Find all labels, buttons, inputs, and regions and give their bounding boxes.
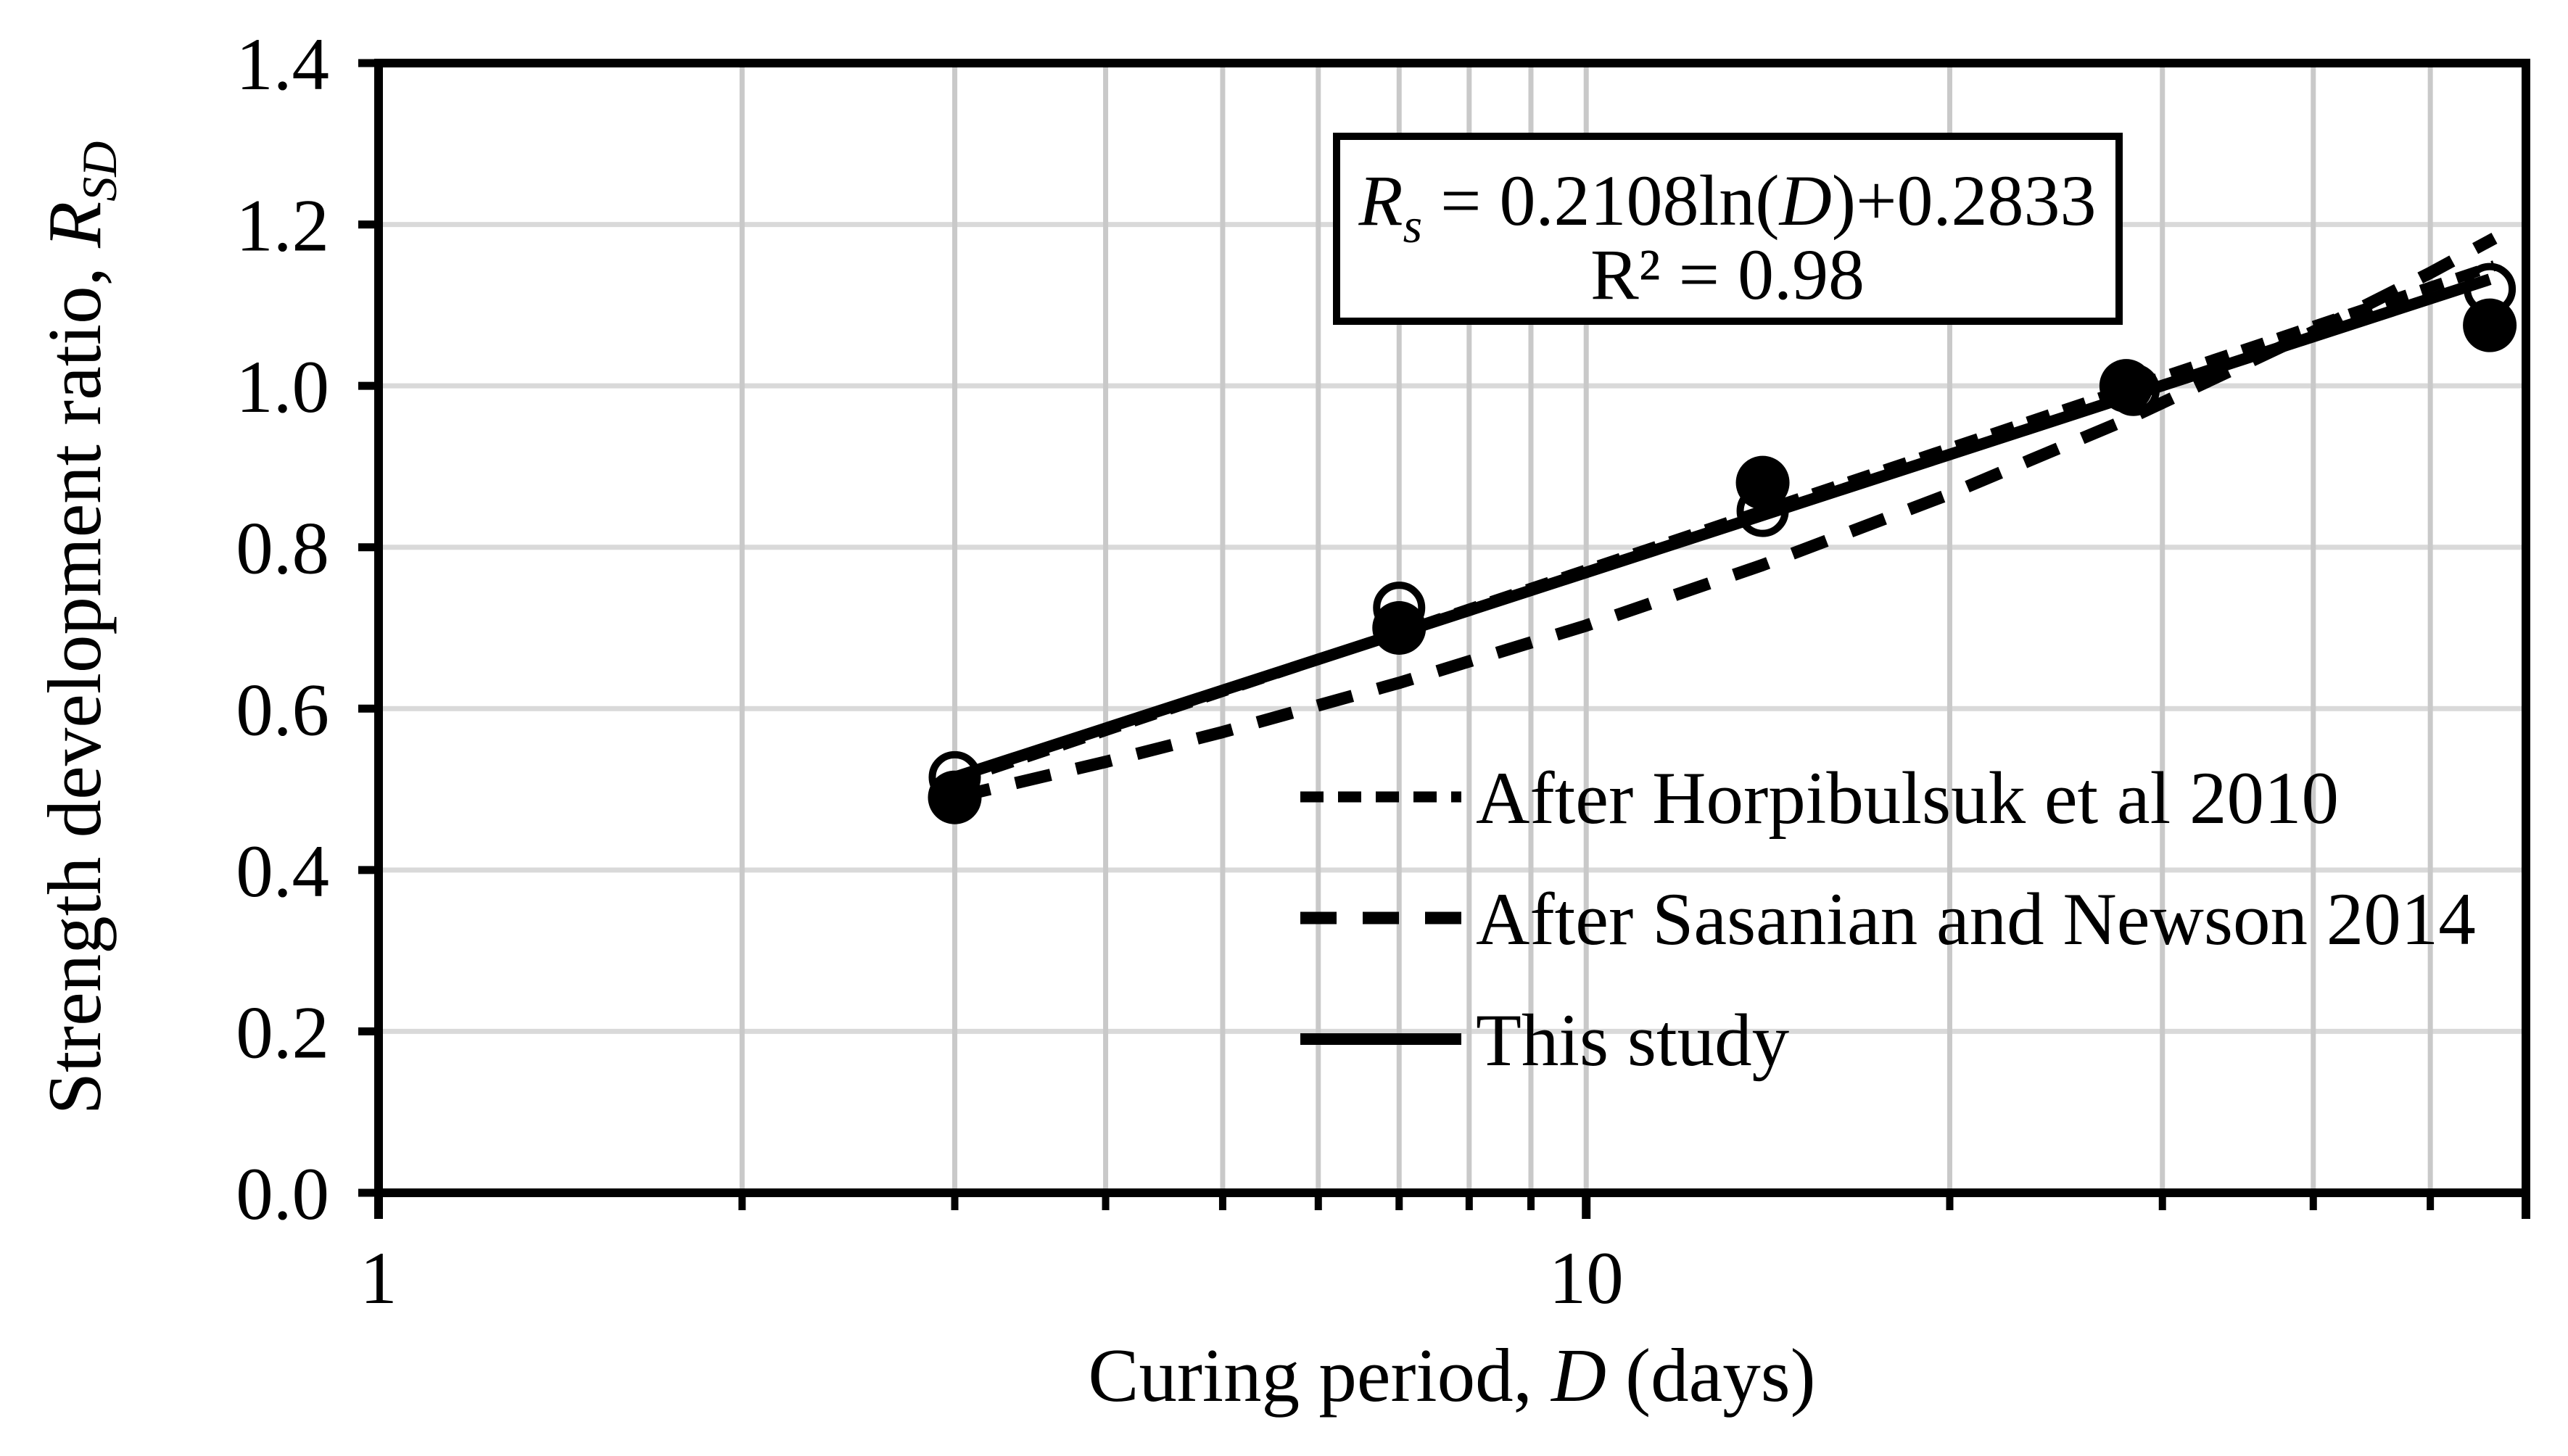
plot-border	[374, 59, 2530, 1197]
y-tick-label-1.0: 1.0	[236, 346, 329, 429]
x-axis-tick-labels: 1 10	[360, 1237, 1623, 1320]
y-tick-label-0.0: 0.0	[236, 1153, 329, 1236]
data-point-filled-3	[928, 770, 982, 824]
filled-circle-markers	[928, 298, 2517, 824]
equation-line-1: Rs = 0.2108ln(D)+0.2833	[1358, 160, 2097, 253]
x-tick-label-1: 1	[360, 1237, 397, 1320]
equation-end: )+0.2833	[1832, 160, 2097, 241]
y-axis-tick-labels: 0.0 0.2 0.4 0.6 0.8 1.0 1.2 1.4	[236, 23, 329, 1236]
legend: After Horpibulsuk et al 2010 After Sasan…	[1300, 757, 2476, 1082]
y-axis-title-pre: Strength development ratio,	[32, 248, 117, 1115]
y-tick-label-0.4: 0.4	[236, 830, 329, 913]
equation-line-2: R² = 0.98	[1590, 234, 1865, 315]
series-line-after-sasanian-and-newson-2014	[953, 233, 2498, 803]
equation-var-d: D	[1778, 160, 1832, 241]
equation-box	[1333, 133, 2123, 325]
legend-item-horpibulsuk: After Horpibulsuk et al 2010	[1300, 757, 2339, 840]
equation-var-r: R	[1358, 160, 1403, 241]
x-axis-title: Curing period, D (days)	[1088, 1333, 1815, 1418]
x-axis-title-pre: Curing period,	[1088, 1333, 1551, 1418]
data-point-filled-14	[1735, 455, 1790, 510]
y-axis-title-sub: SD	[72, 141, 127, 202]
x-axis-title-var: D	[1550, 1333, 1606, 1418]
x-axis-title-post: (days)	[1606, 1333, 1816, 1418]
y-tick-label-1.2: 1.2	[236, 185, 329, 268]
legend-item-this-study: This study	[1300, 999, 1790, 1082]
equation-annotation: Rs = 0.2108ln(D)+0.2833 R² = 0.98	[1333, 133, 2123, 325]
y-tick-label-1.4: 1.4	[236, 23, 329, 106]
y-axis-title: Strength development ratio, RSD	[32, 141, 127, 1115]
data-point-filled-28	[2099, 359, 2153, 413]
series-lines	[953, 233, 2498, 803]
y-tick-label-0.8: 0.8	[236, 508, 329, 590]
legend-label-sasanian: After Sasanian and Newson 2014	[1476, 878, 2476, 961]
y-axis-title-var: R	[32, 202, 117, 249]
y-axis-ticks	[358, 59, 379, 1197]
y-tick-label-0.2: 0.2	[236, 991, 329, 1074]
x-axis-ticks	[374, 1193, 2530, 1219]
legend-label-this-study: This study	[1476, 999, 1790, 1082]
equation-mid: = 0.2108ln(	[1422, 160, 1779, 241]
legend-label-horpibulsuk: After Horpibulsuk et al 2010	[1476, 757, 2339, 840]
x-tick-label-10: 10	[1549, 1237, 1624, 1320]
equation-sub-s: s	[1403, 198, 1422, 253]
data-point-filled-56	[2463, 298, 2517, 352]
y-tick-label-0.6: 0.6	[236, 669, 329, 751]
data-point-filled-7	[1372, 601, 1427, 655]
series-line-this-study	[953, 273, 2492, 783]
legend-item-sasanian: After Sasanian and Newson 2014	[1300, 878, 2476, 961]
